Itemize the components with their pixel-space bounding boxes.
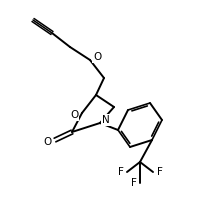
Text: O: O: [70, 110, 78, 120]
Text: F: F: [157, 167, 163, 177]
Text: F: F: [131, 178, 137, 188]
Text: O: O: [43, 137, 51, 147]
Text: O: O: [93, 52, 101, 62]
Text: F: F: [118, 167, 124, 177]
Text: N: N: [102, 115, 110, 125]
